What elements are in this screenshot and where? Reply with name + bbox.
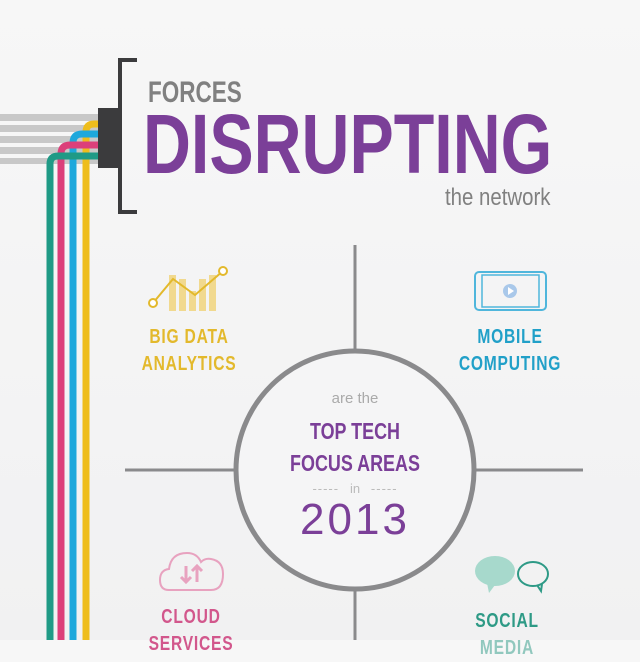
bar-line-chart-icon <box>148 266 228 311</box>
center-circle <box>233 348 477 592</box>
area-line1: CLOUD <box>161 606 221 628</box>
title-forces: FORCES <box>148 76 242 109</box>
area-line2: ANALYTICS <box>141 353 237 375</box>
area-mobile: MOBILE COMPUTING <box>410 324 610 378</box>
area-line2: SERVICES <box>148 633 234 655</box>
area-social: SOCIAL MEDIA <box>407 608 607 662</box>
dashes-left: ----- <box>312 481 340 496</box>
center-main2: FOCUS AREAS <box>290 450 420 476</box>
area-line1: SOCIAL <box>475 610 539 632</box>
center-main1: TOP TECH <box>309 418 401 444</box>
area-line2: COMPUTING <box>458 353 562 375</box>
title-disrupting: DISRUPTING <box>143 97 553 191</box>
center-pre: are the <box>331 390 379 407</box>
area-line2: MEDIA <box>479 637 535 659</box>
center-in: in <box>349 481 361 496</box>
connector-block <box>98 108 118 168</box>
network-cables-graphic <box>0 58 583 640</box>
title-the-network: the network <box>445 184 551 211</box>
speech-bubbles-icon <box>475 556 549 594</box>
tablet-video-icon <box>474 271 547 311</box>
center-year: 2013 <box>300 495 410 544</box>
area-cloud: CLOUD SERVICES <box>91 604 291 658</box>
center-text: are the TOP TECH FOCUS AREAS ----- in --… <box>255 390 455 544</box>
cloud-sync-icon <box>159 551 225 591</box>
area-line1: MOBILE <box>477 326 543 348</box>
area-line1: BIG DATA <box>149 326 229 348</box>
bracket <box>118 58 137 214</box>
area-big-data: BIG DATA ANALYTICS <box>89 324 289 378</box>
dashes-right: ----- <box>370 481 398 496</box>
